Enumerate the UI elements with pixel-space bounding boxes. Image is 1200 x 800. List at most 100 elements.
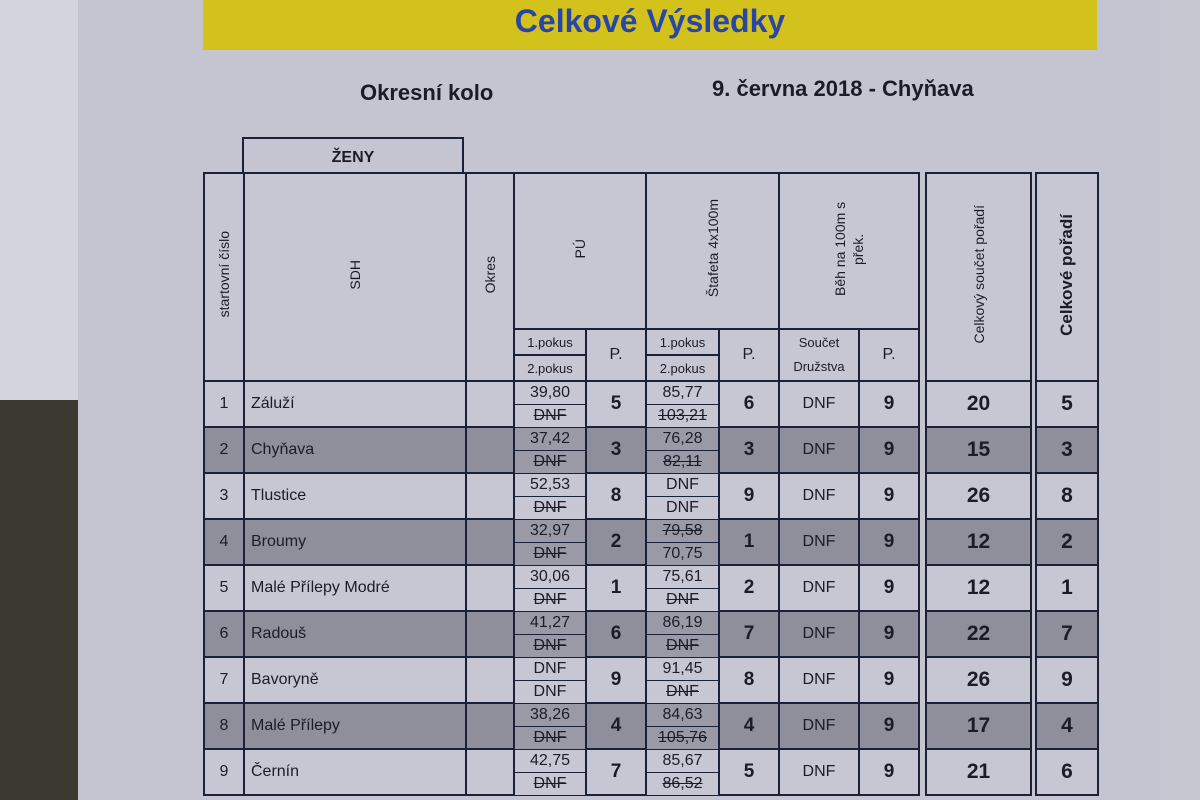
gap [919,749,926,795]
pu-points: 8 [585,472,647,520]
header-pu-attempt2: 2.pokus [513,354,587,382]
header-text: SDH [347,259,363,290]
pu-attempt2: DNF [513,495,587,520]
stafeta-attempt1: 75,61 [645,564,720,589]
pu-attempt1: 30,06 [513,564,587,589]
total-sum: 12 [925,564,1032,612]
pu-attempt1: 37,42 [513,426,587,451]
beh-points: 9 [858,472,920,520]
total-rank: 9 [1035,656,1099,704]
sdh-name: Bavoryně [243,656,467,704]
header-total-sum: Celkový součet pořadí [925,172,1032,382]
stafeta-points: 7 [718,610,780,658]
pu-attempt2: DNF [513,403,587,428]
pu-attempt2: DNF [513,725,587,750]
total-rank: 7 [1035,610,1099,658]
total-sum: 26 [925,472,1032,520]
header-beh: Běh na 100m s přek. [778,172,920,330]
okres [465,380,515,428]
background-paper [0,0,90,400]
pu-attempt2: DNF [513,771,587,796]
stafeta-attempt2: 82,11 [645,449,720,474]
page-title: Celkové Výsledky [514,3,786,39]
stafeta-attempt2: 86,52 [645,771,720,796]
stafeta-attempt2: 105,76 [645,725,720,750]
beh-sum: DNF [778,380,860,428]
stafeta-points: 8 [718,656,780,704]
pu-attempt2: DNF [513,633,587,658]
total-rank: 1 [1035,564,1099,612]
start-number: 3 [203,472,245,520]
stafeta-attempt1: 85,77 [645,380,720,405]
pu-points: 2 [585,518,647,566]
okres [465,702,515,750]
table-row-attempt2: DNF 103,21 [204,403,1098,428]
gap [919,519,926,565]
beh-sum: DNF [778,426,860,474]
table-row: 7 Bavoryně DNF 9 91,45 8 DNF 9 26 9 [203,656,1099,704]
stafeta-attempt1: 79,58 [645,518,720,543]
header-beh-p: P. [858,328,920,382]
header-text: Štafeta 4x100m [704,199,721,298]
table-row: 4 Broumy 32,97 2 79,58 1 DNF 9 12 2 [203,518,1099,566]
header-text: Celkový součet pořadí [970,205,987,344]
gap [1031,519,1036,565]
sdh-name: Malé Přílepy [243,702,467,750]
sdh-name: Černín [243,748,467,796]
pu-attempt1: 52,53 [513,472,587,497]
pu-attempt1: 39,80 [513,380,587,405]
stafeta-points: 3 [718,426,780,474]
gap [919,427,926,473]
table-row-attempt2: DNF DNF [204,587,1098,612]
beh-points: 9 [858,702,920,750]
total-rank: 3 [1035,426,1099,474]
stafeta-attempt1: 85,67 [645,748,720,773]
table-row: 6 Radouš 41,27 6 86,19 7 DNF 9 22 7 [203,610,1099,658]
total-sum: 26 [925,656,1032,704]
start-number: 4 [203,518,245,566]
header-text: Okres [482,255,498,294]
beh-points: 9 [858,564,920,612]
total-sum: 21 [925,748,1032,796]
gap [1031,173,1036,381]
pu-points: 4 [585,702,647,750]
total-rank: 5 [1035,380,1099,428]
sdh-name: Chyňava [243,426,467,474]
beh-points: 9 [858,656,920,704]
total-rank: 8 [1035,472,1099,520]
header-st-attempt1: 1.pokus [645,328,720,356]
total-rank: 4 [1035,702,1099,750]
start-number: 5 [203,564,245,612]
gap [919,381,926,427]
okres [465,748,515,796]
stafeta-points: 5 [718,748,780,796]
total-rank: 6 [1035,748,1099,796]
gap [1031,611,1036,657]
pu-points: 6 [585,610,647,658]
stafeta-points: 6 [718,380,780,428]
stafeta-attempt2: DNF [645,633,720,658]
stafeta-attempt1: DNF [645,472,720,497]
header-pu-attempt1: 1.pokus [513,328,587,356]
total-sum: 20 [925,380,1032,428]
beh-points: 9 [858,518,920,566]
results-table: startovní číslo SDH Okres PÚ Štafeta 4x1… [203,172,1099,796]
round-label: Okresní kolo [360,80,494,105]
table-row: 3 Tlustice 52,53 8 DNF 9 DNF 9 26 8 [203,472,1099,520]
table-row-attempt2: DNF 70,75 [204,541,1098,566]
start-number: 7 [203,656,245,704]
table-row: 2 Chyňava 37,42 3 76,28 3 DNF 9 15 3 [203,426,1099,474]
header-total-rank: Celkové pořadí [1035,172,1099,382]
start-number: 1 [203,380,245,428]
pu-attempt1: 41,27 [513,610,587,635]
total-sum: 17 [925,702,1032,750]
beh-sum: DNF [778,472,860,520]
gap [919,703,926,749]
pu-attempt2: DNF [513,679,587,704]
pu-points: 9 [585,656,647,704]
header-text: Družstva [793,359,845,374]
gap [919,473,926,519]
table-row: 1 Záluží 39,80 5 85,77 6 DNF 9 20 5 [203,380,1099,428]
pu-attempt1: 38,26 [513,702,587,727]
beh-sum: DNF [778,656,860,704]
